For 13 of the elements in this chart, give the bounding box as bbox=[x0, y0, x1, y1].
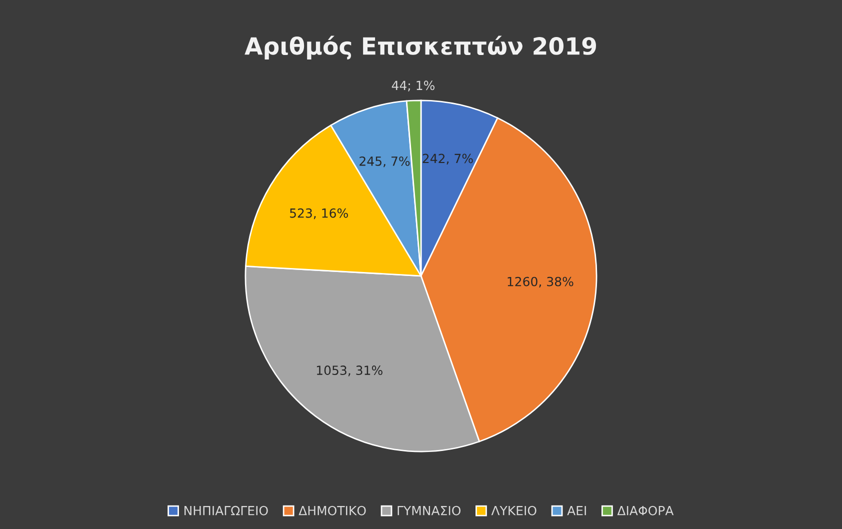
legend-label: ΝΗΠΙΑΓΩΓΕΙΟ bbox=[184, 506, 268, 516]
legend-label: ΔΙΑΦΟΡΑ bbox=[617, 506, 674, 516]
data-label: 1053, 31% bbox=[316, 366, 382, 376]
data-label: 242, 7% bbox=[422, 154, 473, 164]
data-label: 245, 7% bbox=[360, 156, 410, 168]
legend-label: ΔΗΜΟΤΙΚΟ bbox=[298, 506, 366, 516]
data-label: 44; 1% bbox=[392, 80, 434, 92]
chart-title: Αριθμός Επισκεπτών 2019 bbox=[244, 36, 596, 60]
data-label: 523, 16% bbox=[290, 208, 348, 220]
legend-label: ΓΥΜΝΑΣΙΟ bbox=[398, 506, 461, 516]
legend-label: ΛΥΚΕΙΟ bbox=[491, 506, 536, 516]
data-label: 1260, 38% bbox=[508, 276, 574, 288]
legend-label: ΑΕΙ bbox=[567, 506, 586, 516]
